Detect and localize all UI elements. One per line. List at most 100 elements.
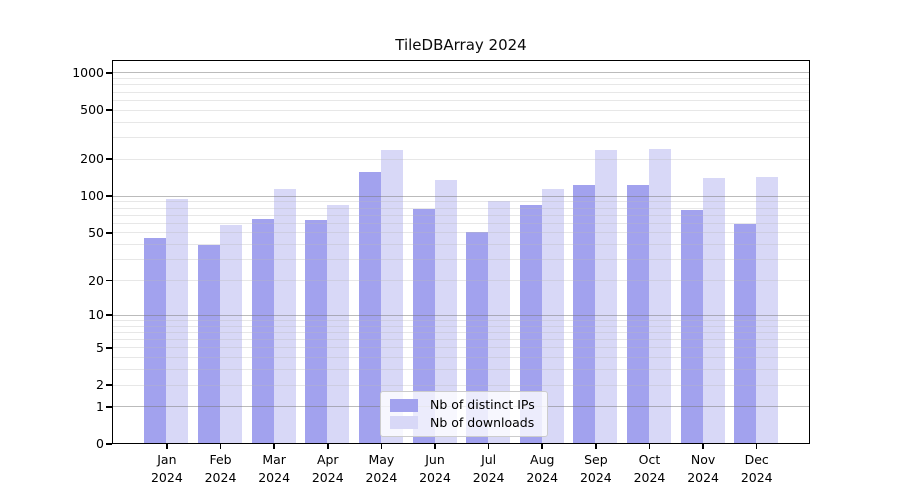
y-tick-label: 100 — [80, 188, 104, 204]
x-tick-label: Mar 2024 — [258, 452, 291, 485]
gridline-minor — [113, 259, 809, 261]
y-tick-label: 1 — [96, 398, 104, 414]
y-tick-mark — [106, 384, 112, 386]
y-tick-label: 500 — [80, 102, 104, 118]
x-tick-mark — [595, 444, 597, 449]
y-tick-mark — [106, 406, 112, 408]
gridline-minor — [113, 99, 809, 101]
x-tick-mark — [487, 444, 490, 449]
gridline-minor — [113, 214, 809, 216]
x-tick-label: Nov 2024 — [687, 452, 719, 485]
gridline-minor — [113, 331, 809, 333]
gridline-major — [113, 195, 809, 197]
y-tick-label: 10 — [88, 307, 104, 323]
bar-nb-of-downloads-jan — [166, 199, 189, 443]
bar-nb-of-downloads-feb — [220, 224, 243, 443]
bar-nb-of-downloads-apr — [327, 205, 350, 443]
y-tick-mark — [106, 195, 112, 197]
bar-nb-of-downloads-oct — [648, 148, 671, 443]
bar-nb-of-downloads-sep — [595, 149, 618, 443]
y-tick-mark — [106, 279, 112, 282]
x-tick-label: Feb 2024 — [204, 452, 237, 485]
gridline-minor — [113, 369, 809, 371]
y-tick-mark — [106, 109, 112, 111]
x-tick-label: Oct 2024 — [633, 452, 666, 485]
x-tick-label: May 2024 — [365, 452, 398, 485]
gridline-minor — [113, 207, 809, 209]
bar-nb-of-distinct-ips-oct — [626, 185, 649, 443]
bar-nb-of-distinct-ips-feb — [198, 245, 221, 443]
x-tick-mark — [541, 444, 543, 449]
x-tick-mark — [219, 444, 222, 449]
bar-nb-of-distinct-ips-nov — [680, 209, 703, 443]
gridline-major — [113, 72, 809, 74]
gridline-minor — [113, 121, 809, 123]
bar-nb-of-distinct-ips-jun — [412, 209, 435, 443]
gridline-minor — [113, 201, 809, 203]
gridline-minor — [113, 339, 809, 340]
gridline-minor — [113, 325, 809, 327]
y-tick-label: 5 — [96, 339, 104, 355]
x-tick-mark — [166, 444, 168, 449]
gridline-minor — [113, 78, 809, 80]
y-tick-mark — [106, 72, 112, 74]
legend-item-downloads: Nb of downloads — [381, 414, 547, 430]
gridline-minor — [113, 84, 809, 86]
x-tick-label: Apr 2024 — [311, 452, 344, 485]
y-tick-label: 20 — [88, 272, 104, 288]
bar-nb-of-downloads-jul — [488, 201, 511, 443]
legend-label-downloads: Nb of downloads — [430, 414, 535, 430]
x-tick-label: Dec 2024 — [740, 452, 773, 485]
gridline-minor — [113, 91, 809, 93]
chart-title: TileDBArray 2024 — [395, 36, 527, 54]
gridline-minor — [113, 232, 809, 234]
bar-nb-of-downloads-dec — [756, 176, 779, 443]
gridline-minor — [113, 384, 809, 386]
gridline-minor — [113, 158, 809, 160]
legend-label-distinct-ips: Nb of distinct IPs — [430, 397, 535, 413]
y-tick-label: 1000 — [72, 64, 104, 80]
plot-area — [112, 60, 810, 444]
x-tick-mark — [755, 444, 758, 449]
bar-nb-of-downloads-jun — [434, 179, 457, 443]
gridline-major — [113, 314, 809, 316]
bar-nb-of-distinct-ips-mar — [251, 218, 274, 443]
y-tick-label: 50 — [88, 224, 104, 240]
legend-item-distinct-ips: Nb of distinct IPs — [381, 398, 547, 412]
y-tick-mark — [106, 232, 112, 234]
x-tick-label: Jan 2024 — [150, 452, 183, 485]
y-tick-label: 2 — [96, 377, 104, 392]
legend: Nb of distinct IPs Nb of downloads — [380, 391, 548, 437]
bar-nb-of-downloads-aug — [541, 188, 564, 443]
bar-nb-of-distinct-ips-may — [358, 171, 381, 443]
bar-nb-of-distinct-ips-jul — [466, 232, 489, 443]
legend-swatch-downloads-icon — [390, 416, 418, 430]
x-tick-mark — [380, 444, 383, 449]
gridline-minor — [113, 347, 809, 349]
gridline-minor — [113, 222, 809, 224]
y-tick-mark — [106, 158, 112, 160]
y-tick-label: 0 — [96, 436, 104, 451]
x-tick-mark — [434, 444, 436, 449]
gridline-minor — [113, 109, 809, 111]
x-tick-label: Jul 2024 — [472, 452, 505, 485]
bar-nb-of-distinct-ips-aug — [519, 205, 542, 443]
gridline-minor — [113, 244, 809, 246]
gridline-minor — [113, 137, 809, 139]
bar-nb-of-distinct-ips-jan — [144, 237, 167, 443]
x-tick-mark — [273, 444, 275, 449]
gridline-minor — [113, 357, 809, 359]
bar-nb-of-downloads-mar — [273, 189, 296, 443]
x-tick-label: Sep 2024 — [579, 452, 612, 485]
bar-nb-of-distinct-ips-sep — [573, 184, 596, 443]
y-tick-label: 200 — [80, 151, 104, 167]
gridline-minor — [113, 319, 809, 321]
x-tick-mark — [648, 444, 651, 449]
y-tick-mark — [106, 443, 112, 445]
x-tick-label: Aug 2024 — [526, 452, 559, 485]
x-tick-mark — [702, 444, 704, 449]
y-tick-mark — [106, 347, 112, 349]
bar-nb-of-distinct-ips-apr — [305, 219, 328, 443]
bar-nb-of-downloads-nov — [702, 178, 725, 443]
